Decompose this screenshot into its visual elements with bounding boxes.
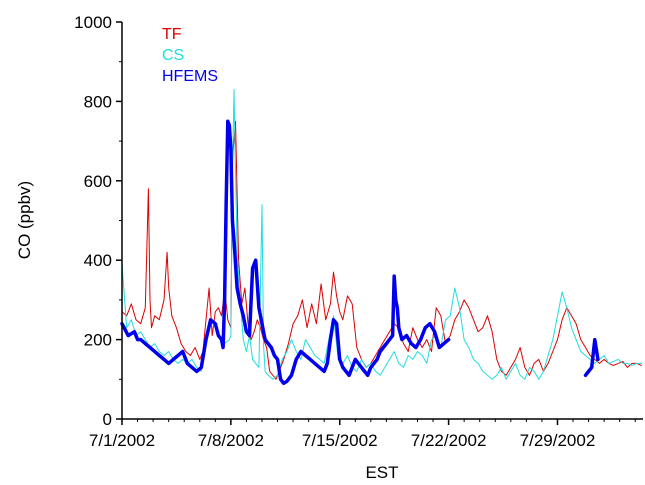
- x-tick-label: 7/8/2002: [198, 431, 264, 450]
- series-line-tf: [121, 120, 642, 380]
- x-axis-title: EST: [365, 463, 398, 482]
- y-tick-label: 400: [84, 251, 112, 270]
- x-tick-label: 7/1/2002: [89, 431, 155, 450]
- y-tick-label: 200: [84, 331, 112, 350]
- legend-entry-tf: TF: [162, 26, 182, 43]
- ticks-layer: 0 200 400 600 800 1000 7/1/2002 7/8/2002 7/15/20…: [74, 13, 636, 450]
- y-axis-title: CO (ppbv): [15, 181, 34, 259]
- y-tick-label: 800: [84, 92, 112, 111]
- x-tick-label: 7/29/2002: [520, 431, 596, 450]
- series-layer: [120, 89, 642, 386]
- y-tick-label: 600: [84, 172, 112, 191]
- series-line-cs: [121, 89, 642, 380]
- legend: TF CS HFEMS: [162, 26, 218, 85]
- series-line-hfems: [120, 119, 600, 386]
- x-tick-label: 7/15/2002: [302, 431, 378, 450]
- y-tick-label: 0: [103, 410, 112, 429]
- x-tick-label: 7/22/2002: [411, 431, 487, 450]
- legend-entry-hfems: HFEMS: [162, 68, 218, 85]
- legend-entry-cs: CS: [162, 47, 184, 64]
- y-tick-label: 1000: [74, 13, 112, 32]
